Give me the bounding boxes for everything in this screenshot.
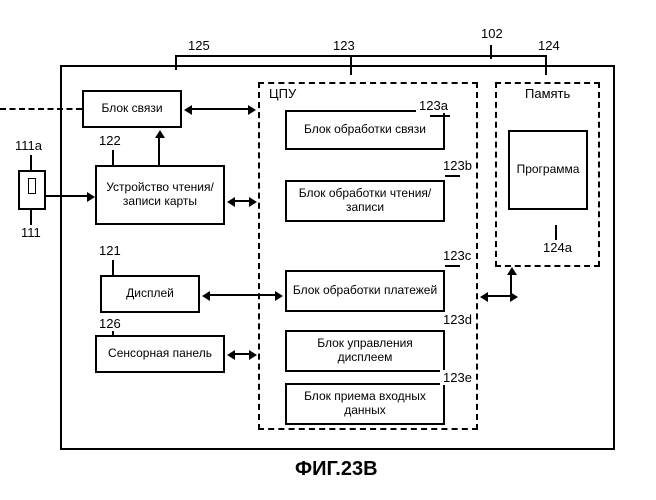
box-p-comm: Блок обработки связи [285,110,445,150]
box-p-pay-label: Блок обработки платежей [293,284,437,298]
box-comm-label: Блок связи [101,102,162,116]
box-p-pay: Блок обработки платежей [285,270,445,312]
arrow-rw-cpu [235,200,249,202]
box-display: Дисплей [100,275,200,313]
label-124: 124 [535,38,563,53]
lead-111 [30,210,32,225]
box-program-label: Программа [517,163,580,177]
box-p-disp: Блок управления дисплеем [285,330,445,372]
arrow-cpu-mem-v [510,275,512,295]
box-p-comm-label: Блок обработки связи [304,123,426,137]
figure-caption: ФИГ.23В [295,458,378,481]
label-121: 121 [96,243,124,258]
lead-125 [175,55,177,70]
box-rw: Устройство чтения/записи карты [95,165,225,225]
box-p-rw-label: Блок обработки чтения/записи [290,187,440,215]
box-comm: Блок связи [82,90,182,128]
box-rw-label: Устройство чтения/записи карты [100,181,220,209]
label-126: 126 [96,316,124,331]
label-123a: 123a [416,98,451,113]
lead-122 [112,150,114,165]
arrow-display-cpu [210,294,275,296]
lead-111a [30,155,32,170]
arrow-card-rw [46,195,87,197]
label-123d: 123d [440,312,475,327]
box-touch-label: Сенсорная панель [108,347,212,361]
lead-121 [112,260,114,275]
label-125: 125 [185,38,213,53]
lead-123 [350,55,352,75]
label-111a: 111a [12,138,45,153]
arrow-rw-up [158,138,160,165]
box-p-disp-label: Блок управления дисплеем [290,337,440,365]
box-p-in-label: Блок приема входных данных [290,390,440,418]
box-display-label: Дисплей [126,287,174,301]
label-123b: 123b [440,158,475,173]
cpu-title: ЦПУ [266,86,299,101]
label-111: 111 [18,225,44,240]
box-program: Программа [508,130,588,210]
label-102: 102 [478,26,506,41]
label-123e: 123e [440,370,475,385]
arrow-touch-cpu [235,353,249,355]
memory-title: Память [522,86,573,101]
arrow-cpu-mem [488,295,510,297]
lead-124a [555,225,557,240]
lead-123b [445,175,460,177]
diagram-canvas: ЦПУ Память Блок связи Устройство чтения/… [0,0,656,500]
box-touch: Сенсорная панель [95,335,225,373]
card-icon-slot [28,178,36,194]
lead-top-h [175,55,545,57]
box-p-in: Блок приема входных данных [285,383,445,425]
arrow-comm-cpu [192,108,248,110]
label-124a: 124a [540,240,575,255]
box-p-rw: Блок обработки чтения/записи [285,180,445,222]
lead-123a [430,115,450,117]
lead-123c [445,265,460,267]
label-123c: 123c [440,248,474,263]
lead-124 [545,55,547,75]
label-123: 123 [330,38,358,53]
input-dashed-line [0,108,82,110]
label-122: 122 [96,133,124,148]
